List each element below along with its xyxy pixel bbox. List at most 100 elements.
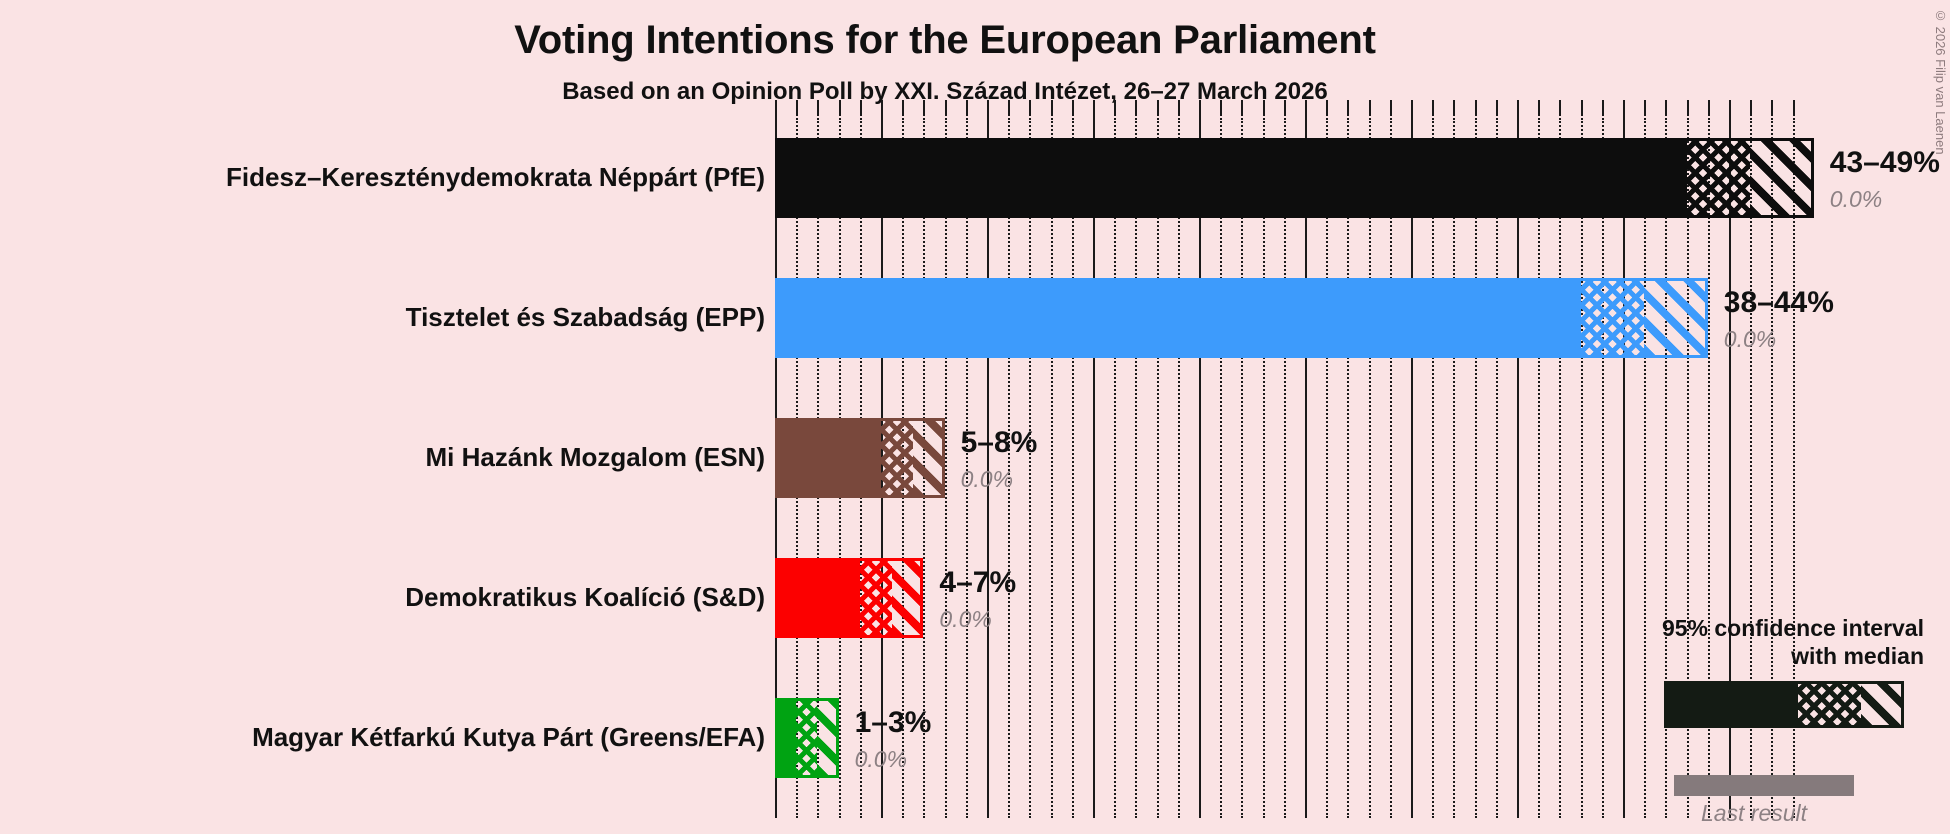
gridline-minor: [1686, 118, 1689, 818]
bar-row: Mi Hazánk Mozgalom (ESN) 5–8% 0.0%: [0, 398, 1950, 538]
axis-tick-minor: [944, 100, 947, 116]
legend-title-line2: with median: [1791, 643, 1924, 670]
page-title: Voting Intentions for the European Parli…: [514, 18, 1376, 62]
gridline-minor: [1665, 118, 1668, 818]
confidence-interval-bar: [775, 558, 924, 638]
axis-tick-minor: [1326, 100, 1329, 116]
confidence-interval-bar: [775, 698, 839, 778]
legend-sample-bar: [1664, 681, 1904, 728]
gridline-minor: [1771, 118, 1774, 818]
axis-tick-minor: [1241, 100, 1244, 116]
bar-solid-segment: [775, 698, 797, 778]
axis-tick-minor: [1114, 100, 1117, 116]
axis-tick-minor: [1177, 100, 1180, 116]
gridline-minor: [1707, 118, 1710, 818]
gridline-minor: [1347, 118, 1350, 818]
gridline-minor: [1474, 118, 1477, 818]
last-result-label: 0.0%: [854, 746, 908, 772]
range-value-label: 5–8%: [960, 426, 1038, 459]
axis-tick-minor: [817, 100, 820, 116]
axis-tick-minor: [1156, 100, 1159, 116]
axis-tick-minor: [1665, 100, 1668, 116]
axis-tick-major: [1305, 100, 1307, 118]
gridline-minor: [1050, 118, 1053, 818]
bar-solid-segment: [775, 278, 1581, 358]
gridline-major: [1305, 118, 1307, 818]
gridline-minor: [1262, 118, 1265, 818]
legend-crosshatch-segment: [1798, 681, 1861, 728]
gridline-minor: [1029, 118, 1032, 818]
legend-diagonal-segment: [1860, 681, 1904, 728]
axis-tick-minor: [1771, 100, 1774, 116]
bar-crosshatch-segment: [796, 698, 818, 778]
gridline-minor: [1453, 118, 1456, 818]
bar-crosshatch-segment: [1580, 278, 1645, 358]
bar-row: Magyar Kétfarkú Kutya Párt (Greens/EFA) 1…: [0, 678, 1950, 818]
range-value-label: 43–49%: [1829, 146, 1940, 179]
axis-tick-minor: [902, 100, 905, 116]
bar-crosshatch-segment: [881, 418, 913, 498]
last-result-label: 0.0%: [960, 466, 1014, 492]
axis-tick-minor: [1495, 100, 1498, 116]
gridline-minor: [1580, 118, 1583, 818]
bar-crosshatch-segment: [1686, 138, 1751, 218]
axis-tick-minor: [838, 100, 841, 116]
axis-tick-major: [1623, 100, 1625, 118]
gridline-major: [1729, 118, 1731, 818]
axis-tick-minor: [965, 100, 968, 116]
gridline-minor: [1220, 118, 1223, 818]
axis-tick-minor: [1453, 100, 1456, 116]
axis-tick-minor: [859, 100, 862, 116]
gridline-minor: [1750, 118, 1753, 818]
gridline-minor: [1432, 118, 1435, 818]
gridline-minor: [1135, 118, 1138, 818]
gridline-minor: [1008, 118, 1011, 818]
gridline-major: [1411, 118, 1413, 818]
axis-tick-major: [1411, 100, 1413, 118]
range-value-label: 1–3%: [854, 706, 932, 739]
bar-diagonal-segment: [817, 698, 839, 778]
bar-row: Demokratikus Koalíció (S&D) 4–7% 0.0%: [0, 538, 1950, 678]
bar-solid-segment: [775, 138, 1687, 218]
axis-tick-major: [1199, 100, 1201, 118]
party-label: Fidesz–Kereszténydemokrata Néppárt (PfE): [226, 162, 765, 192]
bar-solid-segment: [775, 558, 860, 638]
axis-tick-minor: [1538, 100, 1541, 116]
bar-diagonal-segment: [891, 558, 924, 638]
axis-tick-minor: [1707, 100, 1710, 116]
axis-tick-minor: [1601, 100, 1604, 116]
gridline-major: [1093, 118, 1095, 818]
gridline-minor: [1177, 118, 1180, 818]
legend-title-line1: 95% confidence interval: [1661, 614, 1924, 641]
gridline-major: [1517, 118, 1519, 818]
gridline-minor: [1559, 118, 1562, 818]
gridline-minor: [1241, 118, 1244, 818]
axis-tick-major: [1729, 100, 1731, 118]
gridline-minor: [1368, 118, 1371, 818]
axis-tick-minor: [1368, 100, 1371, 116]
axis-tick-minor: [1262, 100, 1265, 116]
axis-tick-minor: [1432, 100, 1435, 116]
bar-diagonal-segment: [1644, 278, 1708, 358]
axis-tick-minor: [1792, 100, 1795, 116]
gridline-minor: [965, 118, 968, 818]
bar-row: Tisztelet és Szabadság (EPP) 38–44% 0.0%: [0, 258, 1950, 398]
party-label: Magyar Kétfarkú Kutya Párt (Greens/EFA): [252, 722, 765, 752]
axis-tick-minor: [796, 100, 799, 116]
axis-tick-minor: [1750, 100, 1753, 116]
party-label: Demokratikus Koalíció (S&D): [405, 582, 765, 612]
party-label: Tisztelet és Szabadság (EPP): [405, 302, 765, 332]
gridline-minor: [1792, 118, 1795, 818]
axis-tick-major: [1517, 100, 1519, 118]
axis-tick-minor: [1283, 100, 1286, 116]
axis-tick-major: [987, 100, 989, 118]
chart-legend: 95% confidence interval with median Last…: [1604, 614, 1924, 827]
bar-diagonal-segment: [912, 418, 945, 498]
gridline-minor: [1644, 118, 1647, 818]
bar-solid-segment: [775, 418, 881, 498]
gridline-minor: [1495, 118, 1498, 818]
axis-tick-minor: [1135, 100, 1138, 116]
confidence-interval-bar: [775, 278, 1708, 358]
axis-tick-minor: [1686, 100, 1689, 116]
